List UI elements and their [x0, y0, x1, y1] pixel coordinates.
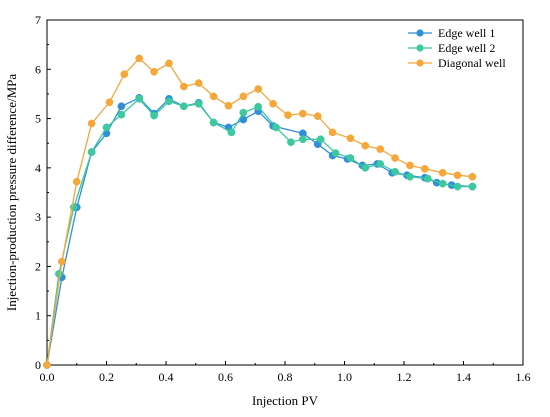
data-point: [239, 108, 248, 117]
legend-item: Edge well 2: [408, 41, 495, 55]
data-point: [43, 361, 51, 369]
data-point: [391, 167, 399, 176]
data-point: [224, 101, 233, 110]
legend-label: Diagonal well: [438, 56, 506, 70]
series-edge-well-2: [43, 95, 477, 369]
series-layer: [43, 54, 477, 369]
data-point: [227, 128, 236, 137]
data-point: [55, 269, 63, 278]
data-point: [376, 160, 385, 168]
data-point: [391, 154, 399, 162]
data-point: [135, 95, 144, 103]
data-point: [468, 182, 477, 191]
legend-label: Edge well 1: [438, 26, 495, 40]
y-tick-label: 4: [35, 161, 41, 175]
x-axis-title: Injection PV: [252, 393, 319, 408]
data-point: [135, 54, 144, 63]
data-point: [150, 111, 158, 120]
y-tick-label: 3: [35, 210, 41, 224]
data-point: [361, 141, 370, 150]
legend-item: Diagonal well: [408, 56, 506, 70]
data-point: [180, 82, 188, 91]
x-tick-label: 1.0: [337, 370, 352, 384]
data-point: [299, 135, 307, 144]
y-tick-label: 6: [35, 62, 41, 76]
data-point: [105, 98, 114, 107]
data-point: [328, 128, 337, 137]
series-line: [46, 97, 473, 366]
data-point: [313, 112, 322, 120]
data-point: [284, 111, 292, 119]
data-point: [438, 168, 447, 177]
x-tick-label: 0.8: [278, 370, 293, 384]
series-diagonal-well: [43, 54, 477, 369]
data-point: [406, 161, 414, 170]
y-tick-label: 0: [35, 358, 41, 372]
data-point: [316, 135, 325, 144]
data-point: [254, 102, 263, 111]
x-tick-label: 1.4: [456, 370, 471, 384]
series-edge-well-1: [43, 94, 477, 369]
data-point: [87, 148, 96, 156]
data-point: [453, 171, 462, 180]
y-tick-label: 7: [35, 13, 41, 27]
legend-marker: [416, 29, 424, 37]
series-line: [46, 97, 473, 366]
x-tick-label: 0.2: [99, 370, 114, 384]
data-point: [209, 92, 218, 101]
legend-item: Edge well 1: [408, 26, 495, 40]
data-point: [58, 257, 66, 266]
data-point: [165, 59, 173, 68]
legend-marker: [416, 44, 424, 52]
data-point: [376, 145, 385, 153]
y-tick-label: 5: [35, 112, 41, 126]
legend-label: Edge well 2: [438, 41, 495, 55]
data-point: [72, 177, 81, 186]
data-point: [165, 97, 173, 106]
x-tick-label: 0.6: [218, 370, 233, 384]
data-point: [468, 172, 477, 181]
data-point: [423, 174, 432, 183]
data-point: [269, 99, 277, 108]
legend-marker: [416, 59, 424, 67]
data-point: [180, 102, 188, 111]
x-tick-label: 0.0: [40, 370, 55, 384]
data-point: [102, 123, 111, 132]
data-point: [194, 79, 203, 87]
data-point: [331, 149, 340, 157]
x-tick-label: 1.2: [397, 370, 412, 384]
x-tick-label: 1.6: [516, 370, 531, 384]
data-point: [453, 182, 462, 191]
y-tick-label: 1: [35, 309, 41, 323]
data-point: [272, 123, 280, 132]
data-point: [117, 102, 126, 111]
data-point: [239, 92, 248, 101]
data-point: [254, 85, 263, 93]
data-point: [361, 164, 370, 172]
data-point: [117, 110, 126, 119]
data-point: [299, 109, 307, 118]
data-point: [87, 119, 96, 128]
y-tick-label: 2: [35, 259, 41, 273]
data-point: [120, 70, 129, 79]
x-tick-label: 0.4: [159, 370, 174, 384]
data-point: [346, 154, 355, 162]
data-point: [150, 67, 158, 76]
data-point: [420, 164, 429, 173]
y-axis-title: Injection-production pressure difference…: [4, 74, 19, 312]
axes: 0.0 0.2 0.4 0.6 0.8 1.0 1.2 1.4 1.6 0 1 2 3 4 5 6 7: [35, 13, 531, 384]
data-point: [406, 172, 414, 181]
plot-frame: [46, 19, 524, 366]
data-point: [287, 138, 295, 147]
data-point: [194, 99, 203, 108]
data-point: [346, 134, 355, 143]
data-point: [438, 179, 447, 188]
data-point: [209, 118, 218, 127]
